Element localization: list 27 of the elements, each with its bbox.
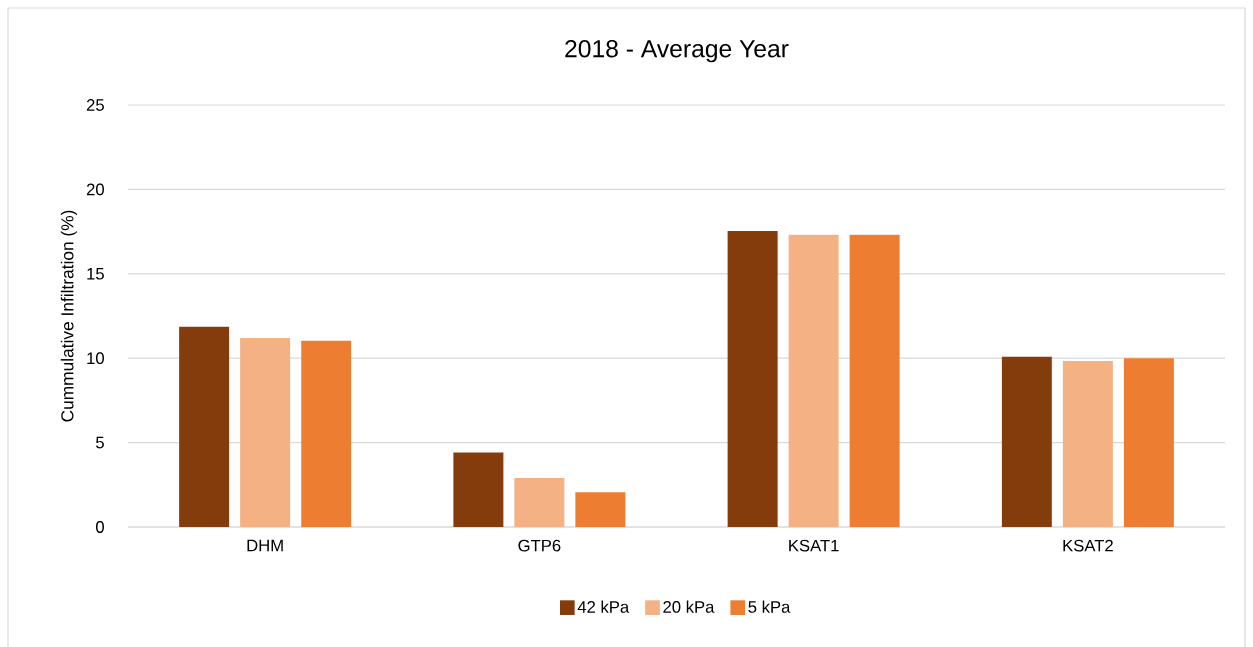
- bar: [514, 478, 565, 527]
- y-tick-label: 15: [87, 267, 104, 280]
- y-tick-label: 20: [86, 183, 104, 196]
- y-tick-label: 10: [87, 352, 104, 365]
- bar: [240, 337, 291, 527]
- y-tick-label: 5: [96, 436, 104, 449]
- bar: [1123, 358, 1174, 527]
- bar: [727, 230, 778, 527]
- bar: [301, 340, 352, 527]
- bar: [788, 234, 839, 527]
- bar: [1001, 356, 1052, 527]
- bar: [849, 234, 900, 527]
- y-axis-title: Cummulative Infiltration (%): [60, 210, 77, 422]
- chart-title: 2018 - Average Year: [565, 39, 789, 63]
- y-tick-label: 0: [96, 521, 104, 533]
- x-tick-label: DHM: [247, 539, 283, 552]
- bar: [1062, 361, 1113, 527]
- legend-label: 20 kPa: [663, 600, 715, 613]
- x-tick-label: GTP6: [518, 539, 561, 552]
- bar: [453, 452, 504, 527]
- y-tick-label: 25: [86, 99, 104, 111]
- bar: [575, 492, 626, 527]
- legend-label: 5 kPa: [748, 600, 791, 613]
- legend-label: 42 kPa: [577, 600, 630, 613]
- x-tick-label: KSAT1: [789, 539, 839, 552]
- bar: [179, 326, 230, 527]
- x-tick-label: KSAT2: [1063, 539, 1113, 552]
